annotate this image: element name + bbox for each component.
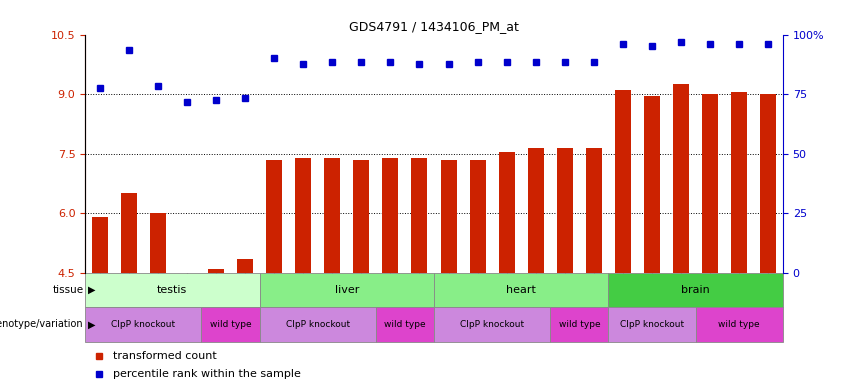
Text: ▶: ▶: [88, 285, 95, 295]
Bar: [528, 148, 544, 273]
Bar: [412, 158, 427, 273]
Bar: [121, 193, 137, 273]
Bar: [85, 273, 260, 307]
Bar: [85, 307, 202, 342]
Bar: [150, 213, 166, 273]
Text: wild type: wild type: [558, 320, 600, 329]
Text: wild type: wild type: [718, 320, 760, 329]
Text: testis: testis: [157, 285, 187, 295]
Bar: [615, 90, 631, 273]
Bar: [353, 160, 369, 273]
Text: ClpP knockout: ClpP knockout: [286, 320, 350, 329]
Bar: [376, 307, 434, 342]
Bar: [202, 307, 260, 342]
Text: percentile rank within the sample: percentile rank within the sample: [113, 369, 301, 379]
Bar: [608, 273, 783, 307]
Text: wild type: wild type: [384, 320, 426, 329]
Bar: [586, 148, 602, 273]
Bar: [434, 273, 608, 307]
Bar: [382, 157, 398, 273]
Bar: [441, 160, 456, 273]
Bar: [557, 148, 573, 273]
Bar: [260, 307, 376, 342]
Bar: [551, 307, 608, 342]
Bar: [434, 307, 551, 342]
Bar: [499, 152, 515, 273]
Title: GDS4791 / 1434106_PM_at: GDS4791 / 1434106_PM_at: [349, 20, 519, 33]
Text: ClpP knockout: ClpP knockout: [460, 320, 524, 329]
Text: ClpP knockout: ClpP knockout: [620, 320, 684, 329]
Bar: [673, 84, 689, 273]
Text: heart: heart: [506, 285, 536, 295]
Bar: [295, 157, 311, 273]
Bar: [608, 307, 696, 342]
Text: wild type: wild type: [209, 320, 251, 329]
Bar: [761, 94, 776, 273]
Text: ClpP knockout: ClpP knockout: [111, 320, 175, 329]
Text: ▶: ▶: [88, 319, 95, 329]
Bar: [266, 160, 282, 273]
Bar: [92, 217, 107, 273]
Bar: [237, 259, 253, 273]
Bar: [208, 269, 224, 273]
Text: liver: liver: [334, 285, 359, 295]
Text: genotype/variation: genotype/variation: [0, 319, 83, 329]
Bar: [696, 307, 783, 342]
Bar: [324, 158, 340, 273]
Text: transformed count: transformed count: [113, 351, 217, 361]
Text: tissue: tissue: [52, 285, 83, 295]
Bar: [702, 94, 718, 273]
Bar: [470, 160, 486, 273]
Text: brain: brain: [682, 285, 710, 295]
Bar: [260, 273, 434, 307]
Bar: [731, 92, 747, 273]
Bar: [644, 96, 660, 273]
